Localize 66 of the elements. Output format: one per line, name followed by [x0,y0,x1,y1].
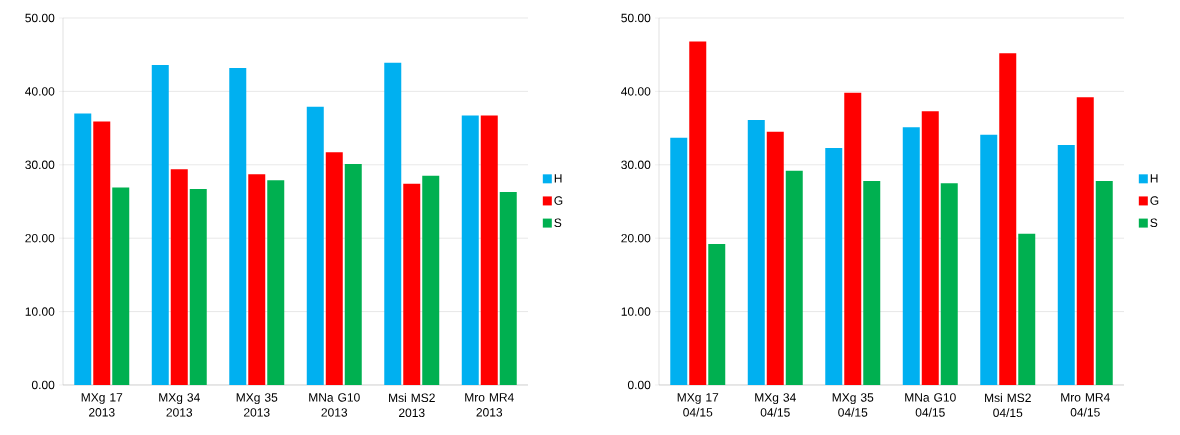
bar [1018,233,1036,385]
bar [670,137,688,385]
bar [306,106,324,385]
bar [999,53,1017,385]
legend-label: H [554,174,562,183]
bar [902,127,920,385]
bar [747,120,765,385]
legend-label: H [1150,174,1158,183]
bar [785,170,803,385]
bar [766,131,784,385]
legend-label: G [1150,196,1159,205]
y-tick-label: 10.00 [621,307,651,316]
x-tick-label: MXg 34 04/15 [755,393,796,417]
bar [229,67,247,385]
bar [344,164,362,385]
bar [844,92,862,385]
bar [461,115,479,385]
y-tick-label: 40.00 [621,87,651,96]
bar [1057,144,1075,385]
x-tick-label: Mro MR4 2013 [465,393,514,417]
x-tick-label: Msi MS2 04/15 [985,393,1031,417]
legend-label: S [1150,218,1158,228]
x-tick-label: Mro MR4 04/15 [1061,393,1110,417]
bar [921,111,939,385]
bar [980,134,998,385]
x-tick-label: MXg 35 04/15 [832,393,874,417]
y-tick-label: 0.00 [31,380,55,390]
bar [825,147,843,385]
bar [708,244,726,385]
bar [384,62,402,385]
x-tick-label: MXg 34 2013 [159,393,200,417]
bar [151,64,169,385]
x-tick-label: MNa G10 2013 [309,393,360,417]
legend-label: S [554,218,562,228]
bar [1095,180,1113,385]
x-tick-label: MNa G10 04/15 [905,393,956,417]
y-tick-label: 0.00 [627,380,651,390]
bar [863,180,881,385]
bar [403,183,421,385]
bar [499,191,517,385]
bar [189,189,207,385]
bar [267,180,285,385]
bar [112,187,130,385]
y-tick-label: 50.00 [25,13,55,23]
x-tick-label: MXg 35 2013 [236,393,278,417]
bar [74,113,92,385]
y-tick-label: 20.00 [25,233,55,243]
x-tick-label: Msi MS2 2013 [389,393,435,417]
y-tick-label: 40.00 [25,87,55,96]
bar [93,121,111,385]
bar [325,152,343,385]
bar [689,41,707,385]
y-tick-label: 10.00 [25,307,55,316]
bar [170,169,188,385]
bar [422,175,440,385]
x-tick-label: MXg 17 2013 [81,393,123,417]
y-tick-label: 30.00 [25,160,55,170]
bar [248,174,266,385]
bar [940,183,958,385]
y-tick-label: 50.00 [621,13,651,23]
y-tick-label: 20.00 [621,233,651,243]
bar [1076,97,1094,385]
bar [480,115,498,385]
y-tick-label: 30.00 [621,160,651,170]
x-tick-label: MXg 17 04/15 [677,393,719,417]
legend-label: G [554,196,563,205]
